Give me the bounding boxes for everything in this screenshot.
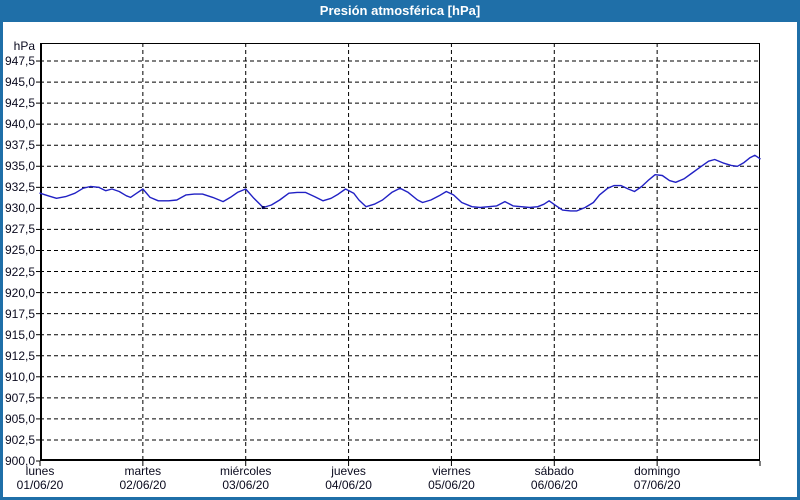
x-date-label: 04/06/20	[325, 478, 372, 492]
y-tick-label: 930,0	[4, 201, 35, 216]
y-tick-label: 917,5	[4, 306, 35, 321]
x-date-label: 05/06/20	[428, 478, 475, 492]
x-date-label: 02/06/20	[119, 478, 167, 492]
x-day-name-label: viernes	[432, 464, 471, 478]
y-tick-label: 905,0	[4, 411, 35, 426]
y-tick-label: 900,0	[4, 454, 35, 468]
y-tick-label: 912,5	[4, 348, 35, 363]
y-tick-label: 915,0	[4, 327, 35, 342]
y-tick-label: 932,5	[4, 180, 35, 195]
axis-lines	[40, 43, 760, 461]
data-point-marker	[261, 206, 265, 210]
x-day-name-label: jueves	[331, 464, 366, 478]
y-tick-label: 902,5	[4, 432, 35, 447]
y-tick-label: 937,5	[4, 138, 35, 153]
x-date-label: 07/06/20	[633, 478, 681, 492]
y-tick-label: 925,0	[4, 243, 35, 258]
x-date-label: 03/06/20	[222, 478, 270, 492]
x-date-label: 01/06/20	[16, 478, 64, 492]
x-day-name-label: martes	[124, 464, 162, 478]
y-tick-label: 920,0	[4, 285, 35, 300]
y-tick-label: 910,0	[4, 369, 35, 384]
x-day-name-label: domingo	[634, 464, 681, 478]
page-title: Presión atmosférica [hPa]	[319, 3, 481, 18]
plot-svg	[36, 43, 761, 466]
y-tick-label: 907,5	[4, 390, 35, 405]
y-tick-label: 935,0	[4, 159, 35, 174]
plot-area	[36, 43, 761, 466]
y-tick-label: 947,5	[4, 54, 35, 69]
y-tick-label: 940,0	[4, 117, 35, 132]
y-tick-label: 942,5	[4, 96, 35, 111]
x-date-label: 06/06/20	[530, 478, 578, 492]
y-tick-label: 922,5	[4, 264, 35, 279]
x-day-name-label: sábado	[534, 464, 574, 478]
pressure-line	[39, 154, 761, 212]
y-tick-label: 945,0	[4, 75, 35, 90]
title-bar: Presión atmosférica [hPa]	[0, 0, 800, 22]
x-day-name-label: miércoles	[220, 464, 272, 478]
y-tick-label: 927,5	[4, 222, 35, 237]
x-day-name-label: lunes	[25, 464, 55, 478]
y-axis-unit-label: hPa	[13, 39, 35, 53]
